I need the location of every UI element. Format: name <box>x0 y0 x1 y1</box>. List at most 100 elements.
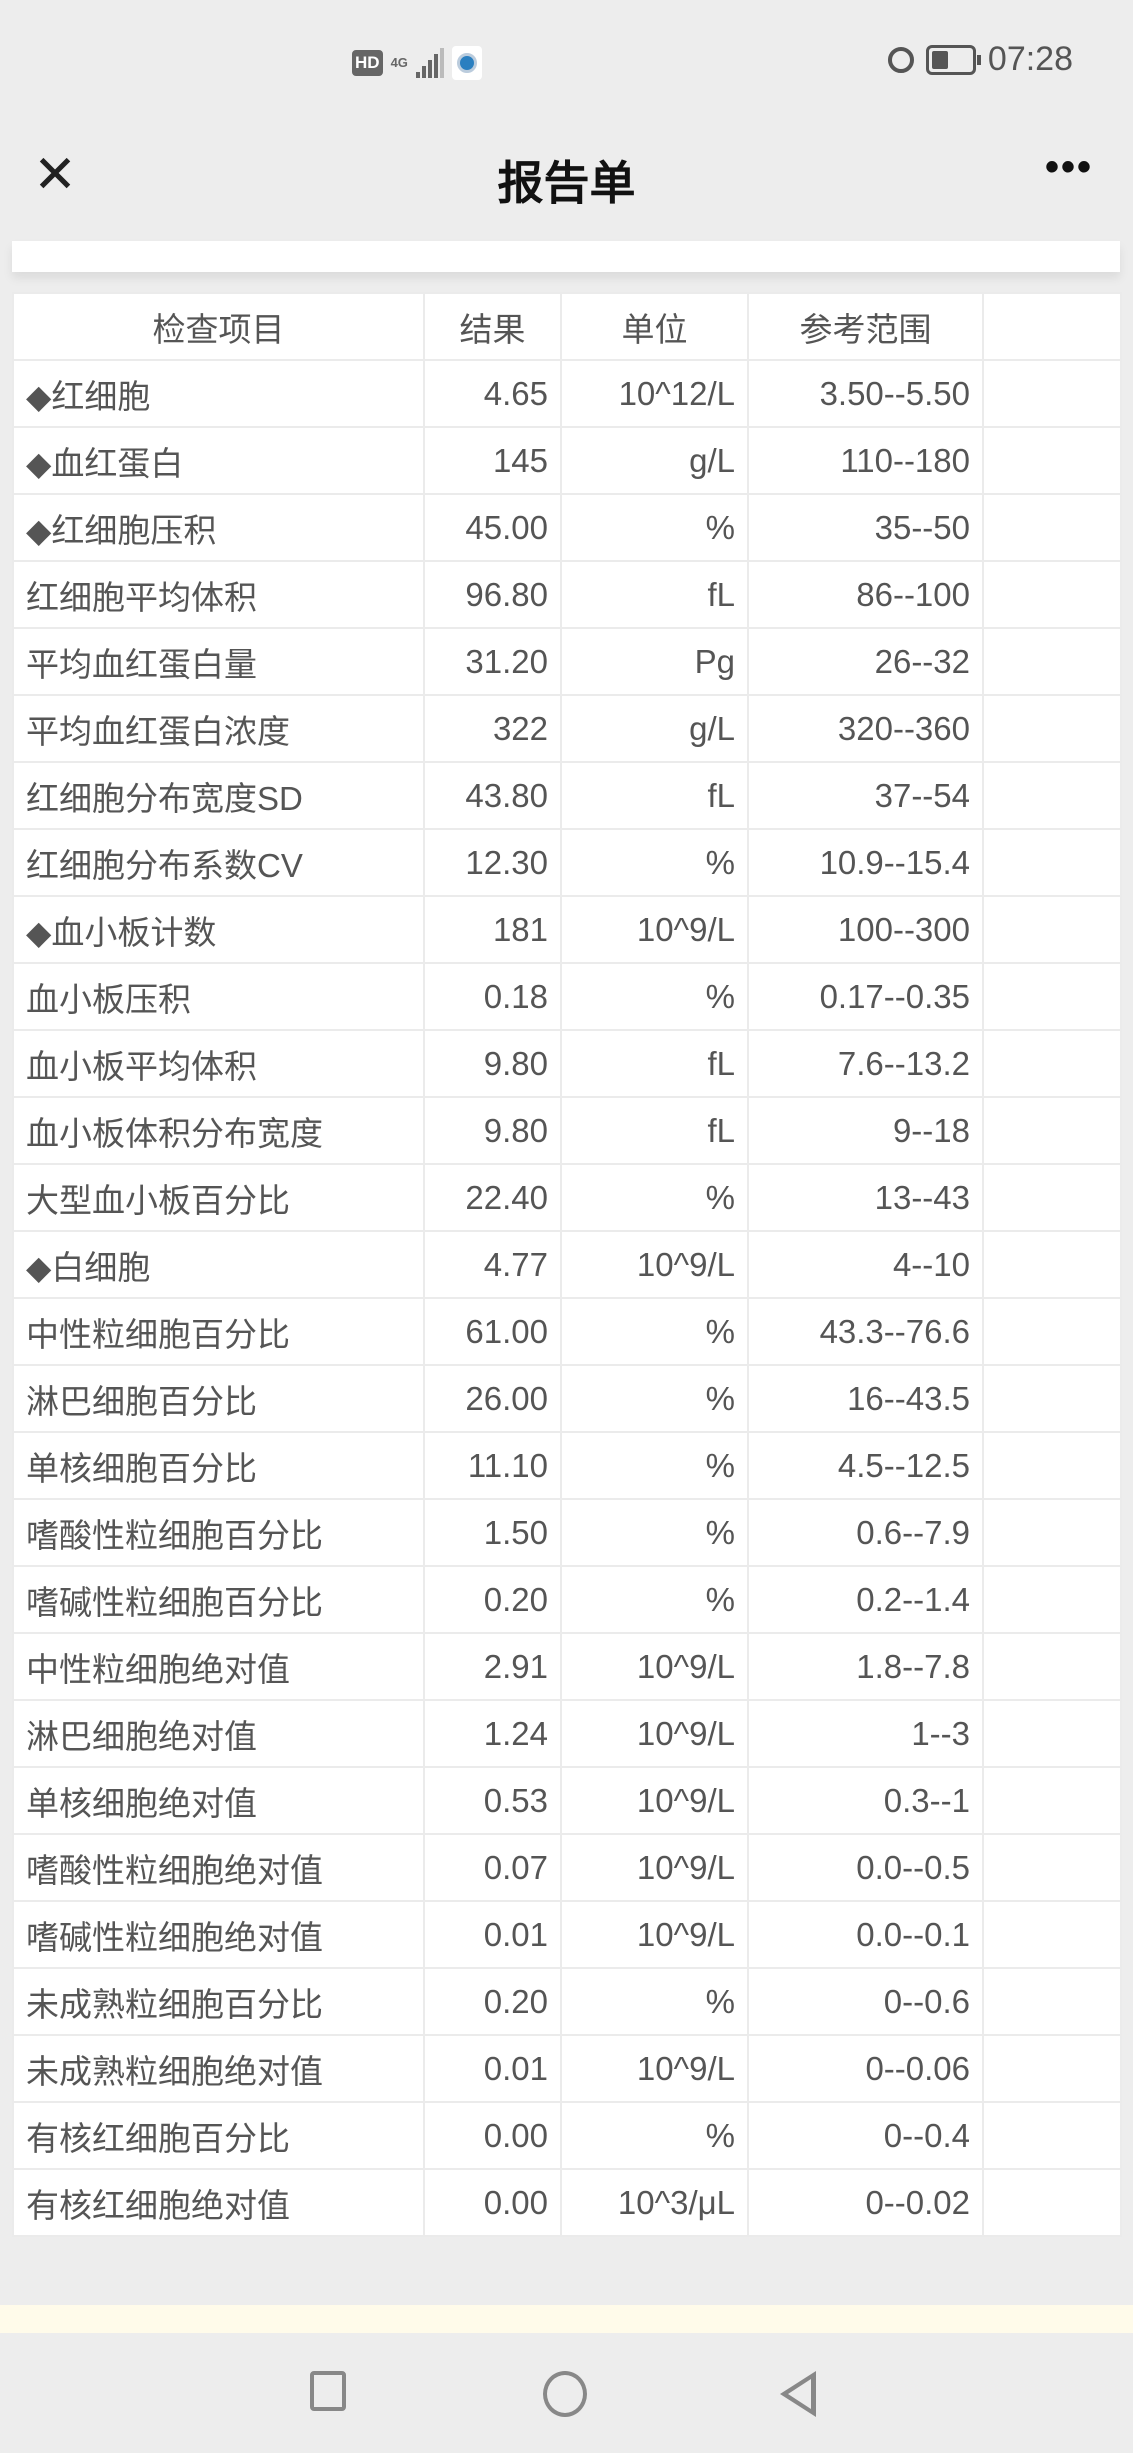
result-cell: 4.65 <box>423 359 562 428</box>
unit-cell: fL <box>560 1029 749 1098</box>
empty-cell <box>982 1967 1122 2036</box>
item-name-cell: ◆红细胞压积 <box>12 493 425 562</box>
more-icon[interactable]: ••• <box>1044 145 1093 189</box>
result-cell: 12.30 <box>423 828 562 897</box>
unit-cell: % <box>560 1498 749 1567</box>
unit-cell: 10^9/L <box>560 2034 749 2103</box>
item-name-cell: 未成熟粒细胞百分比 <box>12 1967 425 2036</box>
result-cell: 322 <box>423 694 562 763</box>
reference-range-cell: 0.6--7.9 <box>747 1498 984 1567</box>
unit-cell: 10^9/L <box>560 1699 749 1768</box>
reference-range-cell: 10.9--15.4 <box>747 828 984 897</box>
table-row: ◆红细胞压积 45.00% 35--50 <box>12 493 1122 562</box>
reference-range-cell: 43.3--76.6 <box>747 1297 984 1366</box>
item-name-cell: 平均血红蛋白量 <box>12 627 425 696</box>
unit-cell: % <box>560 1431 749 1500</box>
result-cell: 4.77 <box>423 1230 562 1299</box>
unit-cell: 10^3/μL <box>560 2168 749 2237</box>
table-row: 未成熟粒细胞百分比 0.20% 0--0.6 <box>12 1967 1122 2036</box>
empty-cell <box>982 426 1122 495</box>
unit-cell: 10^9/L <box>560 1900 749 1969</box>
hd-icon: HD <box>352 50 383 76</box>
empty-cell <box>982 1498 1122 1567</box>
result-cell: 1.24 <box>423 1699 562 1768</box>
table-row: 平均血红蛋白浓度 322 g/L 320--360 <box>12 694 1122 763</box>
table-row: 大型血小板百分比 22.40% 13--43 <box>12 1163 1122 1232</box>
unit-cell: g/L <box>560 426 749 495</box>
table-header-row: 检查项目 结果 单位 参考范围 <box>12 292 1122 361</box>
close-icon[interactable]: ✕ <box>33 146 77 204</box>
item-name-cell: 血小板压积 <box>12 962 425 1031</box>
square-icon[interactable] <box>310 2371 346 2411</box>
title-bar: ✕ 报告单 ••• <box>0 125 1133 241</box>
report-table: 检查项目 结果 单位 参考范围 ◆红细胞 4.65 10^12/L 3.50--5.5… <box>12 292 1122 2237</box>
status-bar: HD 4G 07:28 <box>0 0 1133 125</box>
unit-cell: 10^9/L <box>560 895 749 964</box>
empty-cell <box>982 359 1122 428</box>
reference-range-cell: 0.0--0.5 <box>747 1833 984 1902</box>
circle-icon[interactable] <box>543 2371 587 2417</box>
reference-range-cell: 0--0.02 <box>747 2168 984 2237</box>
reference-range-cell: 4--10 <box>747 1230 984 1299</box>
alarm-icon <box>887 46 914 73</box>
empty-cell <box>982 1163 1122 1232</box>
reference-range-cell: 320--360 <box>747 694 984 763</box>
empty-cell <box>982 1565 1122 1634</box>
result-cell: 0.20 <box>423 1967 562 2036</box>
result-cell: 0.00 <box>423 2101 562 2170</box>
result-cell: 1.50 <box>423 1498 562 1567</box>
reference-range-cell: 86--100 <box>747 560 984 629</box>
item-name-cell: 中性粒细胞绝对值 <box>12 1632 425 1701</box>
unit-cell: 10^9/L <box>560 1230 749 1299</box>
empty-cell <box>982 1096 1122 1165</box>
result-cell: 31.20 <box>423 627 562 696</box>
column-header-extra <box>982 292 1122 361</box>
table-row: 平均血红蛋白量 31.20 Pg 26--32 <box>12 627 1122 696</box>
column-header-result: 结果 <box>423 292 562 361</box>
result-cell: 0.00 <box>423 2168 562 2237</box>
empty-cell <box>982 2101 1122 2170</box>
unit-cell: % <box>560 1967 749 2036</box>
empty-cell <box>982 1833 1122 1902</box>
result-cell: 9.80 <box>423 1029 562 1098</box>
table-row: 单核细胞百分比 11.10% 4.5--12.5 <box>12 1431 1122 1500</box>
item-name-cell: ◆白细胞 <box>12 1230 425 1299</box>
empty-cell <box>982 1364 1122 1433</box>
item-name-cell: 红细胞分布系数CV <box>12 828 425 897</box>
empty-cell <box>982 2168 1122 2237</box>
table-row: 未成熟粒细胞绝对值 0.01 10^9/L 0--0.06 <box>12 2034 1122 2103</box>
result-cell: 0.07 <box>423 1833 562 1902</box>
item-name-cell: 中性粒细胞百分比 <box>12 1297 425 1366</box>
item-name-cell: 嗜酸性粒细胞绝对值 <box>12 1833 425 1902</box>
empty-cell <box>982 1632 1122 1701</box>
result-cell: 0.53 <box>423 1766 562 1835</box>
reference-range-cell: 0.3--1 <box>747 1766 984 1835</box>
table-row: 中性粒细胞绝对值 2.91 10^9/L 1.8--7.8 <box>12 1632 1122 1701</box>
table-row: 血小板压积 0.18% 0.17--0.35 <box>12 962 1122 1031</box>
table-row: 红细胞分布系数CV 12.30% 10.9--15.4 <box>12 828 1122 897</box>
table-row: 单核细胞绝对值 0.53 10^9/L 0.3--1 <box>12 1766 1122 1835</box>
result-cell: 22.40 <box>423 1163 562 1232</box>
table-row: ◆血红蛋白 145 g/L 110--180 <box>12 426 1122 495</box>
table-row: ◆红细胞 4.65 10^12/L 3.50--5.50 <box>12 359 1122 428</box>
table-row: 嗜酸性粒细胞百分比 1.50% 0.6--7.9 <box>12 1498 1122 1567</box>
triangle-back-icon[interactable] <box>780 2371 816 2417</box>
empty-cell <box>982 1699 1122 1768</box>
unit-cell: Pg <box>560 627 749 696</box>
empty-cell <box>982 1900 1122 1969</box>
item-name-cell: 嗜碱性粒细胞绝对值 <box>12 1900 425 1969</box>
empty-cell <box>982 694 1122 763</box>
empty-cell <box>982 1431 1122 1500</box>
unit-cell: 10^9/L <box>560 1766 749 1835</box>
table-row: 淋巴细胞绝对值 1.24 10^9/L 1--3 <box>12 1699 1122 1768</box>
empty-cell <box>982 493 1122 562</box>
table-row: 嗜酸性粒细胞绝对值 0.07 10^9/L 0.0--0.5 <box>12 1833 1122 1902</box>
battery-icon <box>925 44 981 75</box>
reference-range-cell: 0.17--0.35 <box>747 962 984 1031</box>
reference-range-cell: 1.8--7.8 <box>747 1632 984 1701</box>
reference-range-cell: 1--3 <box>747 1699 984 1768</box>
column-header-range: 参考范围 <box>747 292 984 361</box>
reference-range-cell: 7.6--13.2 <box>747 1029 984 1098</box>
reference-range-cell: 0.2--1.4 <box>747 1565 984 1634</box>
unit-cell: % <box>560 493 749 562</box>
